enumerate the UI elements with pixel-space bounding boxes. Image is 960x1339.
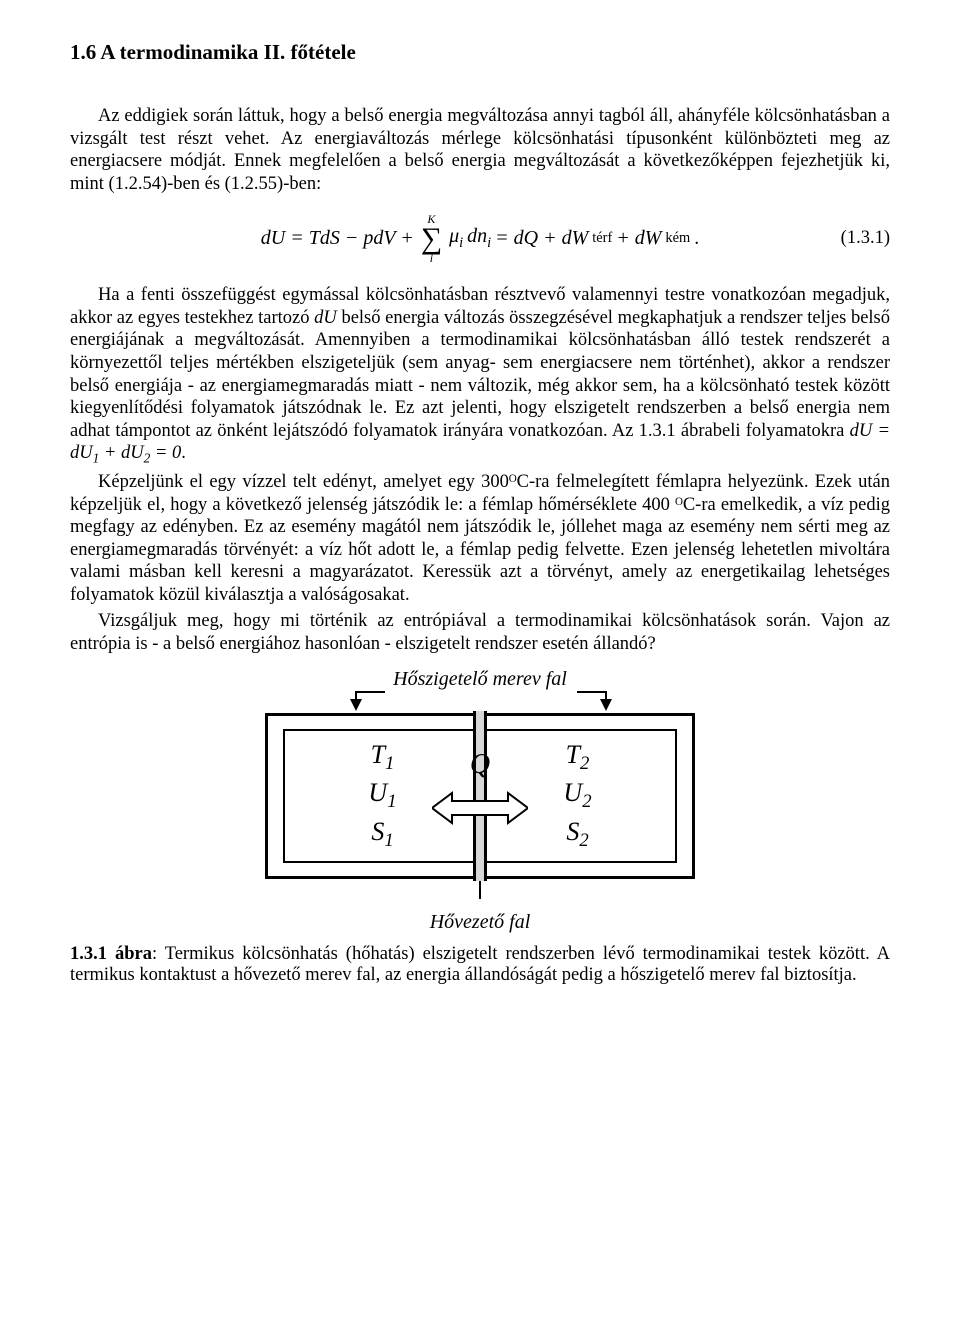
T2: T2 bbox=[566, 738, 590, 777]
eq-right-a: = dQ + dW bbox=[495, 227, 588, 250]
eq-plus: + dW bbox=[616, 227, 661, 250]
arrowhead-down-icon bbox=[350, 699, 362, 711]
paragraph-4: Vizsgáljuk meg, hogy mi történik az entr… bbox=[70, 610, 890, 655]
double-arrow-icon bbox=[432, 791, 528, 825]
U2: U2 bbox=[563, 776, 591, 815]
sum-bot: i bbox=[430, 252, 433, 264]
lead-line bbox=[355, 691, 385, 693]
sub-terf: térf bbox=[592, 230, 612, 247]
lead-line bbox=[479, 881, 481, 899]
paragraph-2: Ha a fenti összefüggést egymással kölcsö… bbox=[70, 284, 890, 467]
diagram-bottom-label: Hővezető fal bbox=[430, 911, 531, 934]
figure-caption: 1.3.1 ábra: Termikus kölcsönhatás (hőhat… bbox=[70, 944, 890, 986]
U1: U1 bbox=[368, 776, 396, 815]
sigma-icon: ∑ bbox=[421, 225, 442, 252]
S1: S1 bbox=[371, 815, 393, 854]
S2: S2 bbox=[566, 815, 588, 854]
mu: μi bbox=[449, 225, 463, 252]
arrowhead-down-icon bbox=[600, 699, 612, 711]
diagram-container: T1 U1 S1 T2 U2 S2 Q bbox=[245, 691, 715, 901]
eq-left: dU = TdS − pdV + bbox=[261, 227, 414, 250]
sub-kem: kém bbox=[665, 230, 690, 247]
equation-body: dU = TdS − pdV + K ∑ i μi dni = dQ + dWt… bbox=[261, 213, 699, 264]
page: 1.6 A termodinamika II. főtétele Az eddi… bbox=[0, 0, 960, 1064]
Q-label: Q bbox=[470, 749, 490, 781]
inline-dU: dU bbox=[314, 308, 337, 328]
equation-1-3-1: dU = TdS − pdV + K ∑ i μi dni = dQ + dWt… bbox=[70, 213, 890, 264]
caption-bold: 1.3.1 ábra bbox=[70, 944, 152, 964]
eq-dot: . bbox=[694, 227, 699, 250]
diagram-top-label: Hőszigetelő merev fal bbox=[387, 668, 573, 691]
equation-number: (1.3.1) bbox=[841, 228, 890, 249]
dn: dni bbox=[467, 225, 491, 252]
lead-line bbox=[577, 691, 607, 693]
T1: T1 bbox=[371, 738, 395, 777]
caption-text: : Termikus kölcsönhatás (hőhatás) elszig… bbox=[70, 944, 890, 985]
paragraph-3: Képzeljünk el egy vízzel telt edényt, am… bbox=[70, 471, 890, 606]
sum-symbol: K ∑ i bbox=[421, 213, 442, 264]
diagram-1-3-1: Hőszigetelő merev fal T1 U1 S1 T2 U2 S2 bbox=[70, 668, 890, 934]
lead-line bbox=[605, 691, 607, 699]
paragraph-1: Az eddigiek során láttuk, hogy a belső e… bbox=[70, 105, 890, 195]
section-title: 1.6 A termodinamika II. főtétele bbox=[70, 40, 890, 65]
